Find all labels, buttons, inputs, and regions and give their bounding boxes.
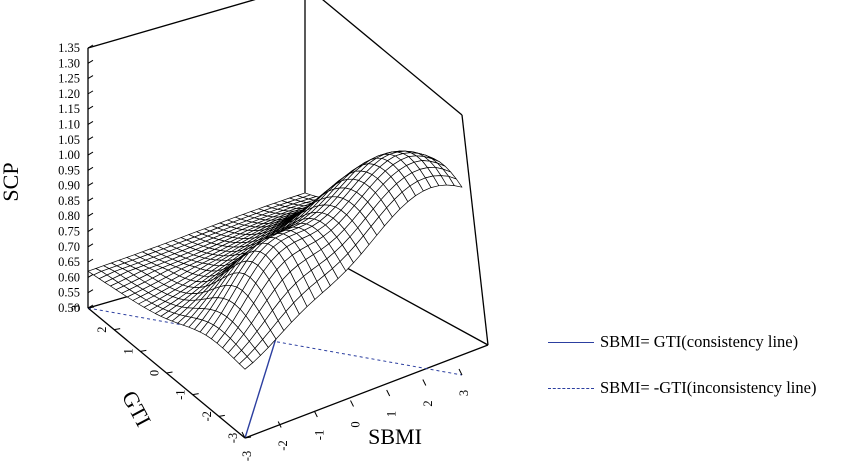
z-tick-label: 1.00 [58,148,80,162]
x-tick-labels: -3 -2 -1 0 1 2 3 [240,390,471,461]
y-tick-label: -1 [174,389,188,399]
y-tick-mark [140,349,147,352]
y-tick-label: 0 [148,370,162,376]
box-edge [87,0,256,49]
z-tick-mark [87,212,94,217]
x-tick-mark [241,431,246,439]
z-tick-mark [87,44,94,49]
x-tick-label: -3 [240,451,254,461]
z-tick-mark [87,228,94,232]
x-tick-label: 0 [349,421,363,427]
z-axis-title: SCP [0,162,23,201]
y-tick-mark [87,306,95,309]
z-tick-mark [87,243,94,248]
y-tick-label: 2 [95,327,109,333]
z-tick-mark [87,258,94,263]
legend: SBMI= GTI(consistency line) SBMI= -GTI(i… [548,332,858,424]
y-tick-label: 3 [69,305,83,311]
y-tick-mark [114,328,121,331]
z-tick-label: 1.05 [58,133,80,147]
z-tick-label: 0.55 [58,286,80,300]
z-tick-labels: 0.500.55 0.600.650.700.75 0.800.850.90 0.95… [58,41,80,315]
dashed-line-swatch [548,387,594,389]
z-tick-label: 1.20 [58,87,80,101]
z-tick-label: 1.15 [58,102,80,116]
y-axis-title: GTI [117,386,156,430]
z-tick-label: 0.60 [58,270,80,284]
y-tick-mark [244,436,252,439]
z-tick-label: 0.65 [58,255,80,269]
z-tick-label: 0.85 [58,194,80,208]
x-tick-label: -2 [276,440,290,450]
z-tick-mark [87,136,94,141]
z-tick-label: 1.35 [58,41,80,55]
x-tick-mark [422,379,427,386]
z-tick-mark [87,289,94,294]
tick-marks [87,44,463,439]
z-tick-label: 1.25 [58,72,80,86]
z-tick-mark [87,75,94,80]
y-tick-mark [218,414,225,417]
legend-item-inconsistency: SBMI= -GTI(inconsistency line) [548,378,858,398]
x-tick-mark [277,421,282,428]
z-tick-label: 0.75 [58,225,80,239]
z-tick-label: 1.30 [58,56,80,70]
z-tick-label: 0.50 [58,301,80,315]
x-tick-mark [350,400,354,407]
box-edge [322,0,463,116]
z-tick-mark [87,59,94,64]
legend-label: SBMI= GTI(consistency line) [600,332,799,351]
x-tick-mark [313,410,318,418]
z-tick-mark [87,166,94,171]
x-tick-label: -1 [312,430,326,440]
x-tick-mark [458,368,463,376]
y-tick-label: 1 [121,348,135,354]
x-tick-label: 3 [457,390,471,396]
legend-item-consistency: SBMI= GTI(consistency line) [548,332,858,352]
z-tick-label: 0.80 [58,209,80,223]
x-tick-mark [386,389,391,397]
y-tick-mark [192,393,199,396]
z-tick-label: 1.10 [58,117,80,131]
z-tick-mark [87,182,94,187]
y-tick-label: -2 [200,411,214,421]
solid-line-swatch [548,341,594,343]
z-tick-label: 0.95 [58,163,80,177]
z-tick-mark [87,197,94,202]
surface-mesh [87,150,463,370]
x-tick-label: 2 [421,400,435,406]
y-tick-labels: 3 2 1 0 -1 -2 -3 [69,305,240,443]
mesh-cell [239,356,254,370]
z-tick-mark [87,151,94,156]
box-edge [461,114,489,346]
z-tick-mark [87,105,94,110]
x-axis-title: SBMI [368,424,422,449]
z-tick-mark [87,121,94,125]
z-tick-mark [87,273,94,278]
y-tick-label: -3 [226,433,240,443]
x-tick-label: 1 [385,411,399,417]
z-tick-label: 0.90 [58,179,80,193]
z-tick-mark [87,90,94,95]
box-edge [244,344,489,439]
y-tick-mark [166,371,173,374]
z-tick-label: 0.70 [58,240,80,254]
legend-label: SBMI= -GTI(inconsistency line) [600,378,817,397]
